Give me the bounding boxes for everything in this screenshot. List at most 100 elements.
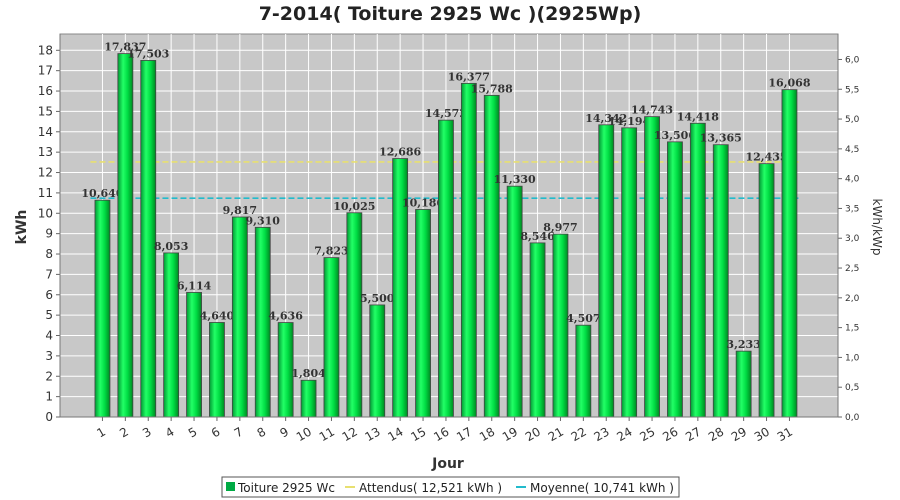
x-tick-label: 11 [317, 424, 337, 444]
y-tick-label: 11 [38, 186, 53, 200]
x-tick-label: 15 [408, 424, 428, 444]
y-tick-label: 15 [38, 104, 53, 118]
legend-swatch-bars [226, 482, 235, 491]
data-label: 14,418 [677, 110, 719, 123]
bar[interactable] [140, 60, 157, 418]
bar[interactable] [781, 89, 798, 418]
data-label: 16,377 [448, 70, 490, 83]
data-label: 16,068 [768, 77, 810, 90]
data-label: 1,804 [291, 367, 326, 380]
legend-frame [221, 476, 680, 498]
bar[interactable] [94, 199, 111, 418]
y-tick-label: 9 [45, 227, 53, 241]
data-label: 9,817 [223, 204, 257, 217]
x-tick-label: 21 [546, 424, 566, 444]
x-tick-label: 7 [232, 424, 246, 440]
y-right-tick-label: 3,0 [845, 234, 860, 244]
y-tick-label: 17 [38, 64, 53, 78]
bar[interactable] [117, 53, 134, 418]
bar[interactable] [506, 185, 523, 418]
bar[interactable] [483, 94, 500, 418]
y-tick-label: 8 [45, 247, 53, 261]
y-tick-label: 5 [45, 308, 53, 322]
y-right-tick-label: 1,0 [845, 353, 860, 363]
x-tick-label: 16 [431, 424, 451, 444]
y-tick-label: 6 [45, 288, 53, 302]
legend: Toiture 2925 Wc Attendus( 12,521 kWh ) M… [221, 476, 680, 498]
y-right-tick-label: 5,5 [845, 85, 859, 95]
data-label: 17,837 [104, 41, 146, 54]
bar[interactable] [438, 119, 454, 418]
bar[interactable] [163, 252, 180, 418]
data-label: 12,686 [379, 146, 421, 159]
y-right-tick-label: 3,5 [845, 204, 859, 214]
bar[interactable] [323, 257, 340, 418]
bar[interactable] [712, 144, 729, 418]
x-tick-label: 3 [140, 424, 154, 440]
y-right-tick-label: 2,5 [845, 264, 859, 274]
data-label: 17,503 [127, 47, 169, 60]
x-tick-label: 28 [706, 424, 726, 444]
y-right-tick-label: 5,0 [845, 115, 860, 125]
data-label: 13,506 [654, 129, 696, 142]
data-label: 14,743 [631, 104, 673, 117]
data-label: 10,640 [81, 187, 123, 200]
data-label: 9,310 [246, 214, 281, 227]
data-label: 6,114 [177, 279, 212, 292]
x-tick-label: 25 [637, 424, 657, 444]
x-tick-label: 1 [94, 424, 108, 440]
x-tick-label: 2 [117, 424, 131, 440]
data-label: 4,636 [268, 310, 303, 323]
y-tick-label: 4 [45, 329, 53, 343]
bar[interactable] [598, 124, 615, 418]
bar[interactable] [529, 242, 546, 418]
x-tick-label: 30 [752, 424, 772, 444]
bar[interactable] [369, 304, 386, 418]
x-tick-label: 26 [660, 424, 680, 444]
data-label: 3,233 [726, 338, 760, 351]
x-tick-label: 22 [569, 424, 589, 444]
x-tick-label: 24 [614, 424, 634, 444]
x-tick-label: 12 [340, 424, 360, 444]
bar[interactable] [415, 209, 431, 418]
legend-label-expected: Attendus( 12,521 kWh ) [359, 481, 502, 495]
bar[interactable] [552, 233, 569, 418]
data-label: 12,435 [745, 151, 787, 164]
bar[interactable] [460, 82, 477, 418]
bar[interactable] [300, 379, 317, 418]
x-tick-label: 19 [500, 424, 520, 444]
y-tick-label: 14 [38, 125, 53, 139]
y-axis-label: kWh [14, 210, 30, 245]
x-tick-label: 20 [523, 424, 543, 444]
y-right-tick-label: 2,0 [845, 294, 860, 304]
data-label: 15,788 [471, 82, 513, 95]
bar[interactable] [667, 141, 683, 418]
bar[interactable] [689, 122, 706, 418]
bar[interactable] [758, 163, 775, 418]
bar[interactable] [346, 212, 363, 418]
x-tick-label: 29 [729, 424, 749, 444]
x-tick-label: 5 [186, 424, 200, 440]
y-tick-label: 18 [38, 43, 53, 57]
data-label: 4,507 [566, 312, 600, 325]
bar[interactable] [644, 116, 660, 418]
y-tick-label: 7 [45, 267, 53, 281]
y-tick-label: 10 [38, 206, 53, 220]
x-tick-label: 27 [683, 424, 703, 444]
y-tick-label: 2 [45, 369, 53, 383]
bar[interactable] [735, 350, 752, 418]
bar[interactable] [231, 216, 248, 418]
bar[interactable] [575, 324, 592, 418]
y-axis-label-right: kWh/kWp [870, 199, 884, 256]
y-right-tick-label: 0,5 [845, 383, 859, 393]
legend-label-bars: Toiture 2925 Wc [237, 481, 335, 495]
data-label: 14,572 [425, 107, 467, 120]
data-label: 10,186 [402, 196, 444, 209]
bar[interactable] [209, 322, 225, 418]
plot-area: 012345678910111213141516171810,640117,83… [38, 33, 860, 444]
data-label: 8,546 [520, 230, 555, 243]
y-tick-label: 13 [38, 145, 53, 159]
bar[interactable] [621, 127, 638, 418]
chart-title: 7-2014( Toiture 2925 Wc )(2925Wp) [259, 3, 642, 25]
